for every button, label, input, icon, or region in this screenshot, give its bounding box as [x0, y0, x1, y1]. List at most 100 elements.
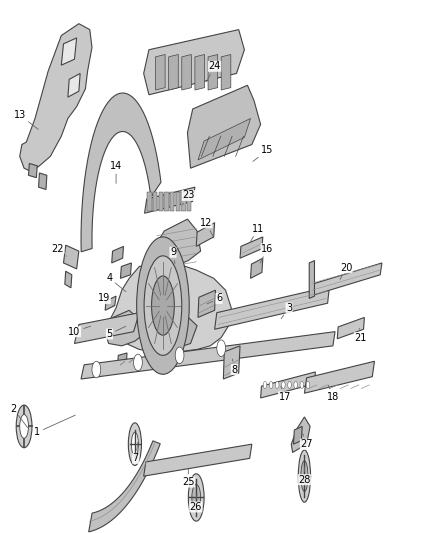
Polygon shape	[310, 263, 382, 296]
Polygon shape	[20, 23, 92, 172]
Polygon shape	[221, 54, 231, 90]
Polygon shape	[176, 192, 180, 211]
Polygon shape	[112, 246, 124, 263]
Text: 22: 22	[52, 244, 67, 256]
Polygon shape	[159, 192, 163, 211]
Ellipse shape	[282, 382, 285, 389]
Polygon shape	[64, 245, 79, 269]
Polygon shape	[198, 290, 215, 318]
Ellipse shape	[217, 340, 226, 357]
Polygon shape	[261, 372, 315, 398]
Polygon shape	[304, 361, 374, 393]
Text: 2: 2	[10, 403, 28, 427]
Text: 6: 6	[207, 294, 222, 304]
Text: 15: 15	[253, 146, 273, 161]
Ellipse shape	[92, 361, 101, 378]
Polygon shape	[105, 296, 116, 310]
Ellipse shape	[128, 423, 141, 465]
Polygon shape	[181, 192, 186, 211]
Polygon shape	[147, 192, 152, 211]
Ellipse shape	[134, 354, 142, 371]
Ellipse shape	[192, 484, 201, 511]
Text: 17: 17	[279, 386, 291, 402]
Polygon shape	[182, 54, 191, 90]
Polygon shape	[240, 237, 263, 258]
Text: 28: 28	[298, 467, 311, 484]
Polygon shape	[68, 74, 80, 97]
Ellipse shape	[298, 450, 311, 502]
Polygon shape	[251, 258, 263, 278]
Polygon shape	[291, 417, 310, 453]
Text: 14: 14	[110, 161, 122, 183]
Text: 25: 25	[182, 469, 194, 487]
Ellipse shape	[301, 461, 308, 491]
Polygon shape	[152, 219, 201, 275]
Text: 1: 1	[34, 415, 75, 437]
Text: 18: 18	[327, 385, 339, 402]
Polygon shape	[117, 353, 127, 369]
Ellipse shape	[288, 382, 291, 389]
Polygon shape	[104, 263, 231, 353]
Polygon shape	[337, 318, 364, 339]
Ellipse shape	[16, 405, 32, 448]
Text: 27: 27	[300, 434, 313, 449]
Text: 4: 4	[106, 273, 126, 292]
Polygon shape	[61, 38, 77, 65]
Text: 10: 10	[68, 326, 91, 337]
Ellipse shape	[188, 474, 204, 521]
Polygon shape	[198, 118, 251, 160]
Polygon shape	[144, 444, 252, 476]
Text: 26: 26	[190, 494, 202, 512]
Ellipse shape	[269, 382, 273, 389]
Text: 7: 7	[133, 442, 139, 463]
Polygon shape	[153, 192, 157, 211]
Ellipse shape	[131, 432, 138, 456]
Polygon shape	[196, 223, 215, 246]
Ellipse shape	[144, 256, 182, 356]
Ellipse shape	[20, 415, 28, 438]
Text: 16: 16	[260, 244, 273, 263]
Polygon shape	[104, 310, 144, 346]
Polygon shape	[145, 187, 195, 213]
Ellipse shape	[300, 382, 304, 389]
Ellipse shape	[175, 347, 184, 364]
Text: 13: 13	[14, 110, 39, 130]
Polygon shape	[293, 426, 302, 444]
Polygon shape	[155, 54, 165, 90]
Text: 11: 11	[251, 224, 265, 241]
Text: 24: 24	[206, 61, 221, 82]
Polygon shape	[65, 271, 72, 288]
Ellipse shape	[306, 382, 310, 389]
Polygon shape	[88, 441, 160, 532]
Text: 19: 19	[98, 294, 113, 305]
Polygon shape	[187, 192, 191, 211]
Polygon shape	[170, 192, 174, 211]
Polygon shape	[39, 173, 47, 190]
Text: 21: 21	[354, 328, 367, 343]
Text: 23: 23	[182, 190, 194, 205]
Ellipse shape	[152, 276, 174, 335]
Polygon shape	[28, 164, 37, 177]
Polygon shape	[187, 85, 261, 168]
Polygon shape	[81, 332, 335, 379]
Polygon shape	[74, 313, 139, 343]
Polygon shape	[208, 54, 218, 90]
Polygon shape	[144, 30, 244, 95]
Polygon shape	[159, 318, 197, 353]
Text: 12: 12	[200, 217, 214, 238]
Ellipse shape	[294, 382, 297, 389]
Ellipse shape	[263, 382, 267, 389]
Ellipse shape	[137, 237, 189, 374]
Text: 8: 8	[231, 359, 237, 375]
Text: 5: 5	[106, 326, 126, 339]
Polygon shape	[223, 346, 240, 379]
Text: 20: 20	[340, 263, 352, 279]
Polygon shape	[120, 263, 131, 278]
Polygon shape	[164, 192, 169, 211]
Polygon shape	[81, 93, 161, 252]
Polygon shape	[215, 287, 329, 329]
Polygon shape	[195, 54, 205, 90]
Text: 9: 9	[170, 247, 176, 264]
Text: 3: 3	[281, 303, 292, 319]
Ellipse shape	[276, 382, 279, 389]
